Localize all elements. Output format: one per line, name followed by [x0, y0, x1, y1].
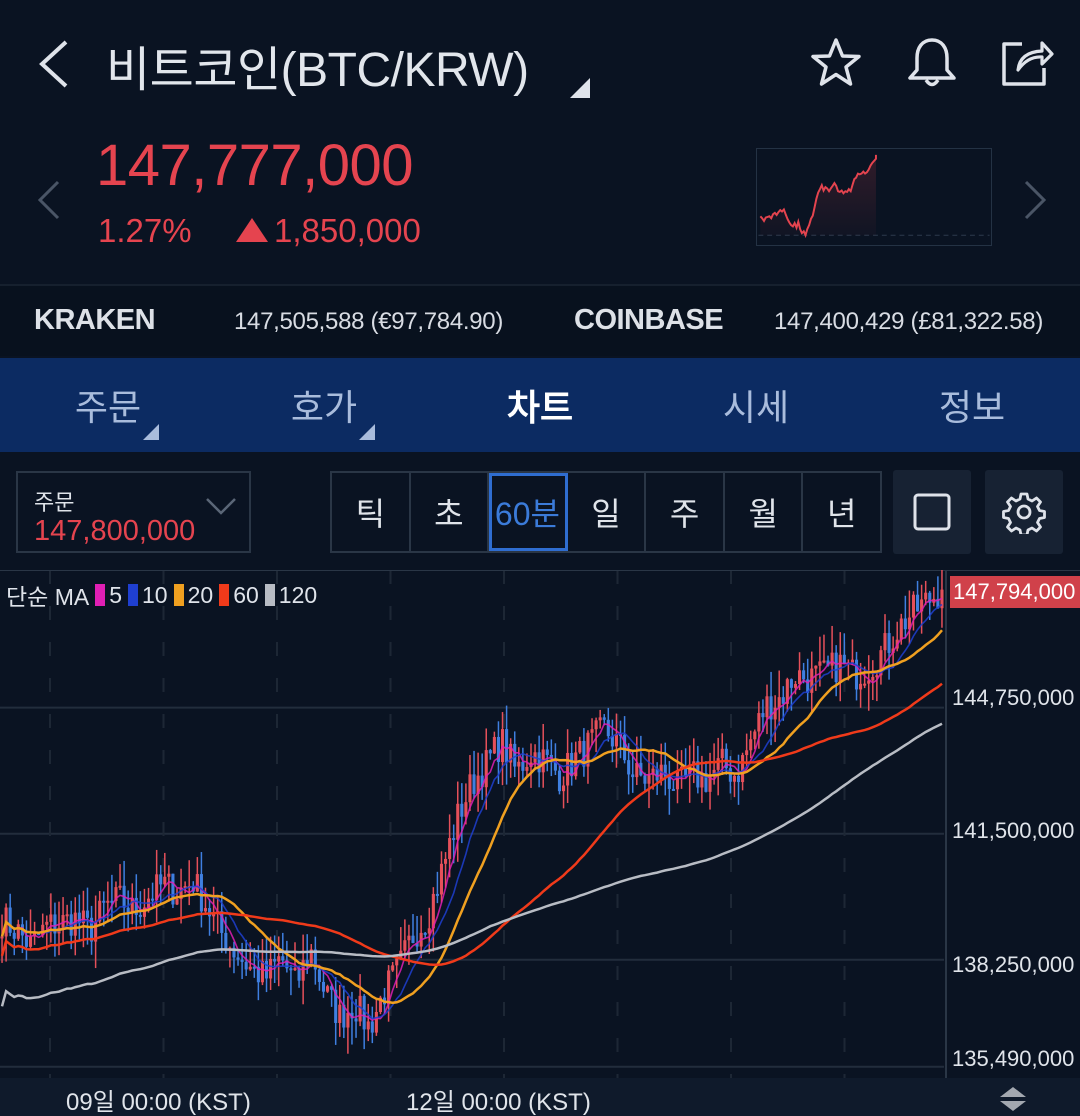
app-header: 비트코인(BTC/KRW) — [0, 0, 1080, 130]
quote-summary: 147,777,000 1.27% 1,850,000 — [0, 130, 1080, 282]
y-axis-label: 141,500,000 — [952, 818, 1075, 843]
period-week[interactable]: 주 — [646, 473, 725, 551]
exchange-value-kraken: 147,505,588 (€97,784.90) — [234, 308, 504, 335]
order-price-select[interactable]: 주문 147,800,000 — [16, 471, 251, 553]
period-selector: 틱 초 60분 일 주 월 년 — [330, 471, 882, 553]
main-tabs: 주문 호가 차트 시세 정보 — [0, 358, 1080, 452]
scale-handle-icon[interactable] — [998, 1086, 1028, 1112]
change-amount: 1,850,000 — [236, 212, 421, 250]
tab-info[interactable]: 정보 — [864, 358, 1080, 452]
legend-ma120: 120 — [278, 581, 318, 608]
title-dropdown-caret-icon[interactable] — [570, 78, 590, 98]
tab-quotes[interactable]: 시세 — [648, 358, 864, 452]
legend-ma5: 5 — [109, 581, 123, 608]
period-60min[interactable]: 60분 — [489, 473, 568, 551]
exchange-name-kraken: KRAKEN — [34, 304, 156, 336]
sparkline-chart — [756, 148, 992, 246]
tab-label: 차트 — [506, 387, 574, 428]
back-icon[interactable] — [30, 36, 80, 92]
chart-settings-button[interactable] — [985, 470, 1063, 554]
tab-label: 시세 — [722, 387, 790, 428]
legend-swatch-ma20 — [173, 584, 184, 606]
exchange-price-bar: KRAKEN 147,505,588 (€97,784.90) COINBASE… — [0, 284, 1080, 356]
y-axis-label: 144,750,000 — [952, 685, 1075, 710]
price-chart[interactable]: 단순 MA 5 10 20 60 120 147,794,000 144,750… — [0, 570, 1080, 1116]
period-day[interactable]: 일 — [568, 473, 647, 551]
chart-controls: 주문 147,800,000 틱 초 60분 일 주 월 년 — [0, 452, 1080, 570]
legend-swatch-ma60 — [219, 584, 230, 606]
dropdown-caret-icon — [143, 424, 159, 440]
tab-label: 정보 — [938, 387, 1006, 428]
y-axis-label: 138,250,000 — [952, 952, 1075, 977]
ma-legend: 단순 MA 5 10 20 60 120 — [6, 578, 319, 612]
legend-swatch-ma120 — [264, 584, 275, 606]
x-axis-label: 09일 00:00 (KST) — [66, 1089, 251, 1116]
chevron-down-icon — [206, 498, 236, 515]
tab-chart[interactable]: 차트 — [432, 358, 648, 452]
change-amount-value: 1,850,000 — [274, 212, 421, 249]
star-icon[interactable] — [806, 34, 866, 94]
order-select-label: 주문 — [34, 490, 75, 515]
prev-coin-icon[interactable] — [34, 178, 64, 222]
legend-swatch-ma10 — [128, 584, 139, 606]
exchange-name-coinbase: COINBASE — [574, 304, 724, 336]
legend-ma60: 60 — [233, 581, 259, 608]
order-select-value: 147,800,000 — [34, 515, 196, 547]
x-axis-label: 12일 00:00 (KST) — [406, 1089, 591, 1116]
change-percent: 1.27% — [98, 212, 192, 249]
x-axis[interactable]: 09일 00:00 (KST) 12일 00:00 (KST) — [0, 1078, 1080, 1116]
share-icon[interactable] — [996, 34, 1056, 94]
period-second[interactable]: 초 — [411, 473, 490, 551]
legend-ma20: 20 — [187, 581, 214, 608]
period-tick[interactable]: 틱 — [332, 473, 411, 551]
square-icon — [913, 493, 951, 531]
period-month[interactable]: 월 — [725, 473, 804, 551]
tab-orderbook[interactable]: 호가 — [216, 358, 432, 452]
fullscreen-button[interactable] — [893, 470, 971, 554]
page-title[interactable]: 비트코인(BTC/KRW) — [106, 44, 529, 97]
last-price-tag: 147,794,000 — [950, 576, 1080, 608]
period-year[interactable]: 년 — [827, 496, 857, 532]
candlestick-chart[interactable] — [0, 570, 1080, 1116]
tab-label: 호가 — [290, 387, 358, 428]
tab-label: 주문 — [74, 387, 142, 428]
tab-order[interactable]: 주문 — [0, 358, 216, 452]
up-arrow-icon — [236, 218, 268, 242]
exchange-value-coinbase: 147,400,429 (£81,322.58) — [774, 308, 1044, 335]
legend-prefix: 단순 MA — [6, 584, 90, 610]
y-axis-label: 135,490,000 — [952, 1046, 1075, 1071]
bell-icon[interactable] — [902, 34, 962, 94]
next-coin-icon[interactable] — [1020, 178, 1050, 222]
gear-icon — [1002, 492, 1046, 534]
dropdown-caret-icon — [359, 424, 375, 440]
legend-ma10: 10 — [142, 581, 168, 608]
legend-swatch-ma5 — [95, 584, 106, 606]
current-price: 147,777,000 — [96, 133, 414, 198]
